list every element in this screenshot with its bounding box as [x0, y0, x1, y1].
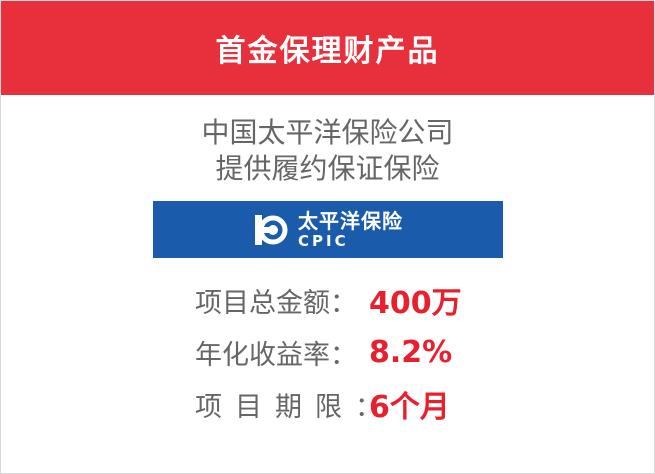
- logo-name-en: CPIC: [298, 231, 349, 250]
- stat-value: 6个月: [369, 390, 450, 425]
- logo-name-cn: 太平洋保险: [298, 208, 403, 233]
- product-stats: 项目总金额： 400万 年化收益率： 8.2% 项目期限： 6个月: [1, 280, 654, 425]
- card-header: 首金保理财产品: [1, 1, 654, 95]
- description-line-1: 中国太平洋保险公司: [201, 116, 454, 149]
- stat-label: 项目期限：: [195, 391, 395, 423]
- stat-value: 400万: [369, 286, 462, 321]
- insurer-description: 中国太平洋保险公司 提供履约保证保险: [1, 115, 654, 187]
- stat-row-total-amount: 项目总金额： 400万: [195, 280, 654, 321]
- card-title: 首金保理财产品: [215, 34, 440, 69]
- insurer-logo-banner: 太平洋保险 CPIC: [152, 201, 503, 258]
- stat-label: 年化收益率：: [195, 339, 357, 371]
- stat-row-annual-yield: 年化收益率： 8.2%: [195, 332, 654, 372]
- logo-text: 太平洋保险 CPIC: [298, 210, 403, 250]
- description-line-2: 提供履约保证保险: [215, 152, 440, 185]
- stat-value: 8.2%: [369, 334, 453, 370]
- stat-row-term: 项目期限： 6个月: [195, 384, 654, 425]
- cpic-logo-icon: [252, 212, 288, 248]
- stat-label: 项目总金额：: [195, 287, 357, 319]
